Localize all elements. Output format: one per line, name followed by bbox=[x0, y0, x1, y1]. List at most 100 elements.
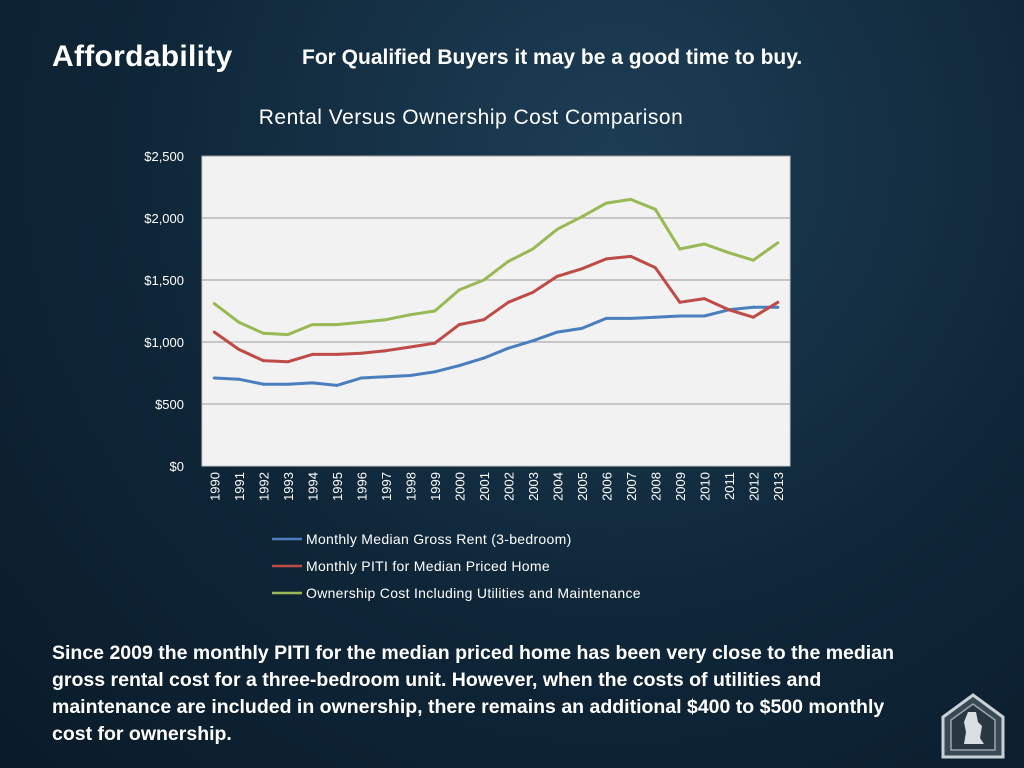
data-point bbox=[384, 318, 388, 322]
data-point bbox=[310, 323, 314, 327]
x-tick-label: 2001 bbox=[477, 472, 492, 501]
data-point bbox=[531, 247, 535, 251]
legend-label: Ownership Cost Including Utilities and M… bbox=[306, 585, 641, 601]
data-point bbox=[629, 254, 633, 258]
y-tick-label: $1,000 bbox=[144, 335, 184, 350]
data-point bbox=[408, 374, 412, 377]
data-point bbox=[261, 359, 265, 363]
x-tick-label: 1996 bbox=[354, 472, 369, 501]
series-line bbox=[213, 254, 779, 364]
x-tick-label: 1993 bbox=[281, 472, 296, 501]
gridlines bbox=[202, 155, 790, 405]
data-point bbox=[727, 308, 731, 312]
data-point bbox=[212, 302, 216, 306]
y-tick-label: $2,500 bbox=[144, 149, 184, 164]
y-tick-label: $1,500 bbox=[144, 273, 184, 288]
data-point bbox=[433, 370, 437, 374]
data-point bbox=[727, 251, 731, 255]
data-point bbox=[286, 333, 290, 337]
data-point bbox=[212, 376, 216, 380]
data-point bbox=[702, 297, 706, 301]
x-tick-label: 1994 bbox=[305, 472, 320, 501]
x-tick-label: 2000 bbox=[452, 472, 467, 501]
data-point bbox=[653, 266, 657, 270]
data-point bbox=[237, 347, 241, 351]
data-point bbox=[457, 288, 461, 292]
series-line bbox=[214, 305, 778, 387]
data-point bbox=[580, 326, 584, 330]
legend-label: Monthly Median Gross Rent (3-bedroom) bbox=[306, 531, 572, 547]
y-axis-ticks: $0 $500 $1,000 $1,500 $2,000 $2,500 bbox=[144, 149, 184, 474]
data-point bbox=[702, 314, 706, 318]
data-point bbox=[604, 316, 608, 320]
data-point bbox=[604, 201, 608, 205]
data-point bbox=[408, 313, 412, 317]
data-point bbox=[237, 377, 241, 381]
data-point bbox=[482, 356, 486, 360]
data-point bbox=[457, 364, 461, 368]
data-point bbox=[335, 383, 339, 387]
data-point bbox=[629, 197, 633, 201]
x-tick-label: 1992 bbox=[256, 472, 271, 501]
legend-label: Monthly PITI for Median Priced Home bbox=[306, 558, 550, 574]
data-point bbox=[629, 316, 633, 320]
data-point bbox=[237, 320, 241, 324]
data-point bbox=[359, 320, 363, 324]
data-point bbox=[433, 309, 437, 313]
data-point bbox=[359, 351, 363, 355]
data-point bbox=[261, 382, 265, 386]
house-emblem-icon bbox=[941, 693, 1005, 759]
data-point bbox=[776, 300, 780, 304]
chart-title: Rental Versus Ownership Cost Comparison bbox=[259, 106, 684, 129]
series-lines bbox=[212, 197, 780, 387]
data-point bbox=[580, 215, 584, 219]
data-point bbox=[751, 315, 755, 319]
x-tick-label: 1995 bbox=[330, 472, 345, 501]
x-tick-label: 1997 bbox=[379, 472, 394, 501]
data-point bbox=[653, 207, 657, 211]
x-tick-label: 2005 bbox=[575, 472, 590, 501]
y-tick-label: $500 bbox=[155, 397, 184, 412]
data-point bbox=[702, 242, 706, 246]
data-point bbox=[678, 300, 682, 304]
data-point bbox=[555, 274, 559, 278]
data-point bbox=[482, 318, 486, 322]
chart: Rental Versus Ownership Cost Comparison … bbox=[144, 106, 791, 601]
x-tick-label: 2004 bbox=[550, 472, 565, 501]
data-point bbox=[555, 330, 559, 334]
data-point bbox=[384, 375, 388, 379]
data-point bbox=[653, 315, 657, 319]
data-point bbox=[751, 305, 755, 309]
data-point bbox=[506, 300, 510, 304]
legend: Monthly Median Gross Rent (3-bedroom) Mon… bbox=[272, 531, 641, 601]
data-point bbox=[678, 247, 682, 251]
data-point bbox=[261, 331, 265, 335]
data-point bbox=[531, 290, 535, 294]
x-tick-label: 2009 bbox=[673, 472, 688, 501]
data-point bbox=[310, 381, 314, 385]
x-tick-label: 2008 bbox=[648, 472, 663, 501]
x-tick-label: 1999 bbox=[428, 472, 443, 501]
data-point bbox=[776, 241, 780, 245]
data-point bbox=[604, 257, 608, 261]
x-tick-label: 2006 bbox=[599, 472, 614, 501]
data-point bbox=[335, 352, 339, 356]
x-tick-label: 1998 bbox=[403, 472, 418, 501]
data-point bbox=[335, 323, 339, 327]
x-tick-label: 1991 bbox=[232, 472, 247, 501]
data-point bbox=[212, 330, 216, 334]
x-tick-label: 2002 bbox=[501, 472, 516, 501]
data-point bbox=[482, 278, 486, 282]
x-tick-label: 2010 bbox=[697, 472, 712, 501]
x-axis-ticks: 1990 1991 1992 1993 1994 1995 1996 1997 1998 1999… bbox=[207, 472, 786, 501]
data-point bbox=[286, 360, 290, 364]
data-point bbox=[776, 305, 780, 309]
data-point bbox=[531, 339, 535, 343]
data-point bbox=[751, 258, 755, 262]
data-point bbox=[555, 227, 559, 231]
series-line bbox=[213, 197, 779, 337]
data-point bbox=[580, 267, 584, 271]
x-tick-label: 2011 bbox=[722, 472, 737, 500]
slide-title: Affordability bbox=[52, 40, 233, 73]
x-tick-label: 2003 bbox=[526, 472, 541, 501]
